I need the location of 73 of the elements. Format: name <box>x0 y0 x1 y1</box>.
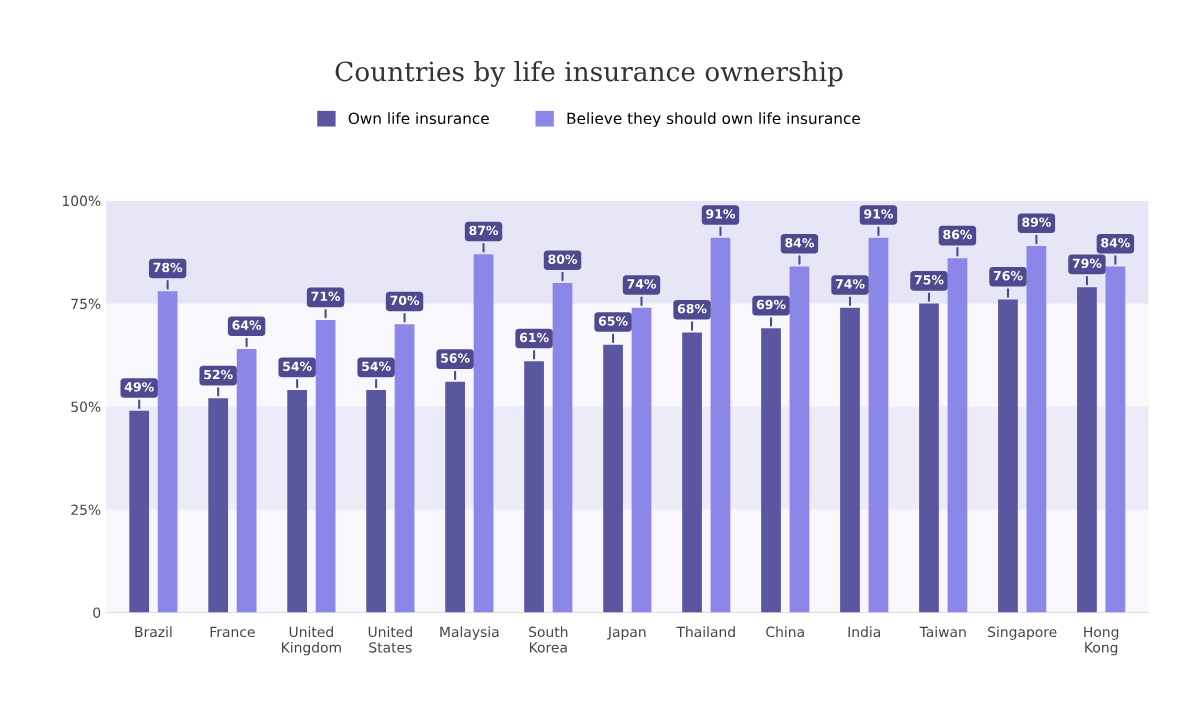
data-label: 84% <box>785 237 815 248</box>
data-label: 78% <box>153 262 183 273</box>
bar <box>473 254 494 613</box>
y-tick-label: 50% <box>71 401 101 413</box>
bar <box>1026 245 1047 613</box>
data-label: 61% <box>519 332 549 343</box>
data-label: 84% <box>1101 237 1130 248</box>
data-label: 74% <box>835 279 865 289</box>
x-tick-label: Thailand <box>676 626 735 638</box>
x-tick-label: United Kingdom <box>282 626 341 656</box>
x-tick-label: Taiwan <box>919 626 966 638</box>
bar <box>603 344 623 613</box>
data-label: 49% <box>124 382 154 392</box>
bar <box>552 283 573 613</box>
data-label: 89% <box>1022 217 1051 227</box>
bar <box>366 390 386 613</box>
bar <box>840 307 860 613</box>
bar <box>157 291 178 613</box>
bar <box>445 381 465 613</box>
x-tick-label: France <box>210 626 255 638</box>
y-tick-label: 100% <box>62 195 101 207</box>
data-label: 70% <box>390 295 420 306</box>
data-label: 71% <box>311 291 341 301</box>
y-tick-label: 25% <box>71 504 101 515</box>
bar <box>682 332 702 613</box>
data-label: 79% <box>1072 258 1102 269</box>
bar <box>524 361 544 613</box>
chart-title: Countries by life insurance ownership <box>335 60 843 87</box>
bar <box>315 320 336 613</box>
data-label: 86% <box>943 229 972 240</box>
data-label: 64% <box>232 320 262 330</box>
bar <box>998 299 1018 613</box>
y-tick-label: 0 <box>93 607 101 618</box>
bar <box>129 410 150 613</box>
y-tick-label: 75% <box>71 298 101 310</box>
x-tick-label: South Korea <box>529 626 568 653</box>
data-label: 91% <box>706 209 736 219</box>
bar <box>789 266 810 613</box>
data-label: 69% <box>756 299 786 310</box>
bar <box>1105 266 1126 613</box>
bar <box>1077 287 1097 613</box>
x-tick-label: Malaysia <box>440 626 499 640</box>
x-tick-label: India <box>848 626 880 638</box>
data-label: 52% <box>204 369 233 380</box>
data-label: 56% <box>441 353 470 363</box>
bar <box>236 348 257 613</box>
x-tick-label: Singapore <box>988 626 1057 640</box>
bar <box>631 307 652 613</box>
data-label: 68% <box>677 303 707 314</box>
data-label: 54% <box>362 361 391 371</box>
data-label: 87% <box>469 225 499 236</box>
legend-label: Own life insurance <box>348 112 489 125</box>
x-tick-label: China <box>766 626 804 638</box>
legend-label: Believe they should own life insurance <box>567 112 860 128</box>
data-label: 75% <box>914 275 944 285</box>
data-label: 76% <box>993 270 1023 281</box>
bar <box>394 324 415 613</box>
data-label: 65% <box>598 316 628 326</box>
x-tick-label: United States <box>368 626 412 653</box>
x-tick-label: Hong Kong <box>1084 626 1119 656</box>
bar <box>287 390 308 613</box>
bar <box>761 328 781 613</box>
data-label: 91% <box>864 209 893 219</box>
data-label: 80% <box>548 254 578 264</box>
data-label: 74% <box>627 279 657 289</box>
x-tick-label: Japan <box>607 626 646 640</box>
x-tick-label: Brazil <box>135 626 172 638</box>
bar <box>947 258 968 613</box>
bar <box>208 398 229 613</box>
bar <box>710 237 731 613</box>
data-label: 54% <box>283 361 312 371</box>
bar <box>919 303 939 613</box>
bar <box>868 237 889 613</box>
